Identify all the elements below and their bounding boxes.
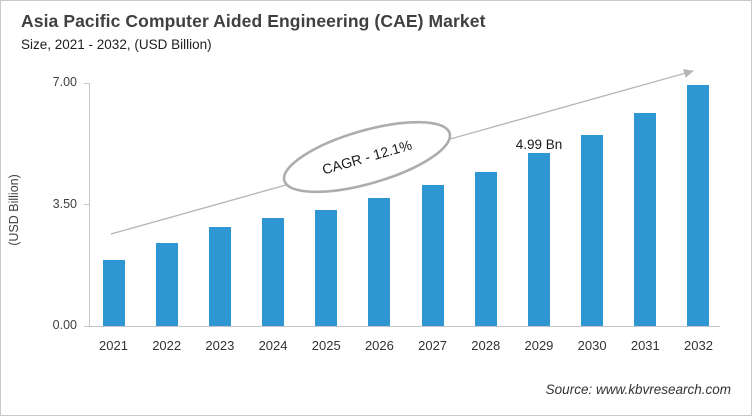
y-tick-label-0: 0.00 — [52, 318, 77, 332]
data-label-2029: 4.99 Bn — [515, 137, 563, 152]
bar-2031 — [634, 113, 657, 326]
y-tick-mark — [84, 204, 90, 205]
bar-2027 — [421, 185, 444, 326]
x-tick-label-2026: 2026 — [364, 338, 394, 353]
chart-title: Asia Pacific Computer Aided Engineering … — [21, 11, 486, 31]
y-tick-label-3-5: 3.50 — [52, 197, 77, 211]
x-tick-label-2025: 2025 — [311, 338, 341, 353]
y-tick-label-7: 7.00 — [52, 75, 77, 89]
bar-2026 — [368, 198, 391, 326]
x-tick-label-2032: 2032 — [684, 338, 713, 353]
y-axis-title: (USD Billion) — [7, 174, 21, 246]
x-tick-label-2021: 2021 — [99, 338, 128, 353]
x-axis-line — [89, 326, 720, 327]
x-tick-label-2022: 2022 — [152, 338, 182, 353]
bar-2024 — [262, 218, 285, 326]
x-tick-label-2031: 2031 — [630, 338, 660, 353]
bar-2025 — [315, 210, 338, 326]
bar-2029 — [527, 153, 550, 326]
source-credit: Source: www.kbvresearch.com — [545, 382, 731, 397]
x-tick-label-2030: 2030 — [577, 338, 607, 353]
chart-subtitle: Size, 2021 - 2032, (USD Billion) — [21, 37, 212, 52]
y-axis-line — [89, 83, 90, 326]
cagr-label: CAGR - 12.1% — [320, 137, 413, 178]
trend-arrow-line — [110, 69, 694, 235]
bar-2021 — [102, 260, 125, 326]
bar-2028 — [474, 172, 497, 326]
bar-2022 — [155, 243, 178, 326]
x-tick-label-2028: 2028 — [471, 338, 501, 353]
y-tick-mark — [84, 83, 90, 84]
bar-2032 — [687, 85, 710, 326]
bar-2023 — [208, 227, 231, 326]
x-tick-label-2029: 2029 — [524, 338, 554, 353]
x-tick-label-2023: 2023 — [205, 338, 235, 353]
x-tick-label-2027: 2027 — [418, 338, 448, 353]
bar-2030 — [581, 135, 604, 326]
x-tick-label-2024: 2024 — [258, 338, 288, 353]
y-tick-mark — [84, 326, 90, 327]
